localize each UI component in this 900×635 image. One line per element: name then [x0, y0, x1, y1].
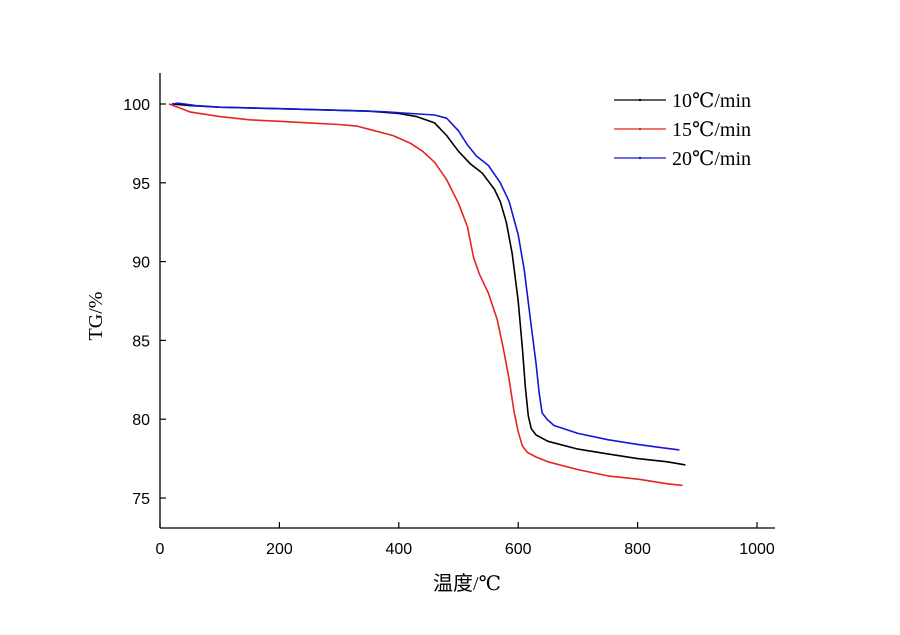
x-tick-label: 600	[505, 541, 532, 558]
x-tick-label: 1000	[739, 541, 775, 558]
x-axis-title: 温度/℃	[433, 572, 501, 595]
legend-label: 20℃/min	[672, 148, 751, 170]
axes	[159, 73, 775, 529]
x-ticks: 0 200 400 600 800 1000	[156, 522, 775, 558]
legend-label: 15℃/min	[672, 119, 751, 141]
series-line	[168, 103, 683, 487]
y-tick-label: 95	[132, 176, 150, 193]
y-tick-label: 75	[132, 491, 150, 508]
legend: 10℃/min 15℃/min 20℃/min	[614, 90, 751, 170]
legend-marker	[638, 156, 642, 160]
series-line	[171, 102, 680, 451]
legend-marker	[638, 127, 642, 131]
y-tick-label: 80	[132, 412, 150, 429]
x-tick-label: 0	[156, 541, 165, 558]
legend-marker	[638, 98, 642, 102]
y-ticks: 75 80 85 90 95 100	[123, 97, 166, 508]
legend-label: 10℃/min	[672, 90, 751, 112]
x-tick-label: 200	[266, 541, 293, 558]
y-tick-label: 85	[132, 333, 150, 350]
series-line	[171, 103, 686, 466]
x-tick-label: 800	[624, 541, 651, 558]
y-tick-label: 90	[132, 255, 150, 272]
y-tick-label: 100	[123, 97, 150, 114]
x-tick-label: 400	[385, 541, 412, 558]
series-layer	[168, 102, 686, 487]
y-axis-title: TG/%	[85, 292, 107, 341]
